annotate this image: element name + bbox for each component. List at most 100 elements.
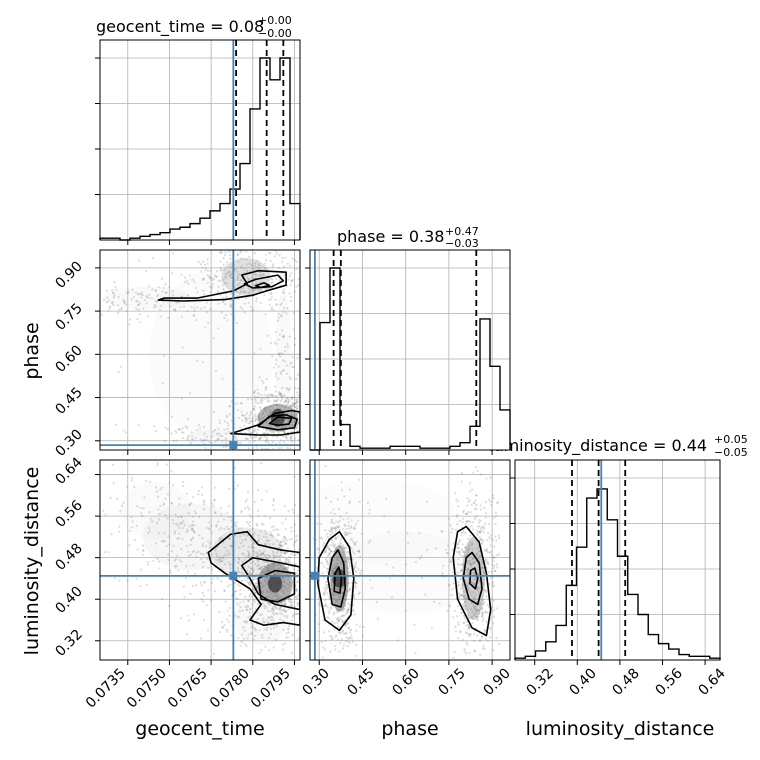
sample-point <box>265 406 268 409</box>
sample-point <box>112 303 115 306</box>
sample-point <box>287 509 290 513</box>
sample-point <box>142 507 145 510</box>
sample-point <box>267 594 271 597</box>
sample-point <box>283 589 286 592</box>
sample-point <box>467 588 470 591</box>
sample-point <box>293 553 296 557</box>
sample-point <box>468 542 472 545</box>
tick-label: 0.0795 <box>248 666 294 712</box>
sample-point <box>169 571 172 574</box>
sample-point <box>126 291 129 294</box>
sample-point <box>325 570 329 573</box>
title-luminosity-distance-plus: +0.05 <box>714 433 748 446</box>
sample-point <box>195 306 199 309</box>
sample-point <box>239 535 242 538</box>
sample-point <box>336 557 339 560</box>
sample-point <box>490 576 493 580</box>
sample-point <box>355 643 358 646</box>
sample-point <box>334 622 337 625</box>
sample-point <box>282 567 286 571</box>
sample-point <box>460 548 463 551</box>
sample-point <box>229 266 232 269</box>
sample-point <box>282 334 285 337</box>
sample-point <box>350 634 353 637</box>
sample-point <box>275 403 279 406</box>
sample-point <box>247 554 250 558</box>
sample-point <box>271 265 275 268</box>
sample-point <box>492 566 495 570</box>
sample-point <box>291 615 294 618</box>
sample-point <box>348 571 351 574</box>
sample-point <box>155 521 159 525</box>
sample-point <box>225 628 228 631</box>
sample-point <box>270 431 273 434</box>
sample-point <box>282 359 285 362</box>
sample-point <box>322 544 325 547</box>
density-shade <box>336 531 475 615</box>
sample-point <box>330 528 334 531</box>
sample-point <box>367 541 370 544</box>
sample-point <box>263 576 267 579</box>
sample-point <box>268 516 272 519</box>
sample-point <box>330 527 333 530</box>
sample-point <box>273 626 276 630</box>
sample-point <box>279 564 282 567</box>
sample-point <box>353 542 356 545</box>
sample-point <box>466 497 469 500</box>
sample-point <box>257 514 260 517</box>
sample-point <box>228 606 231 610</box>
sample-point <box>495 554 499 557</box>
sample-point <box>327 612 331 615</box>
sample-point <box>463 600 467 604</box>
sample-point <box>343 604 346 608</box>
sample-point <box>230 276 233 279</box>
sample-point <box>280 551 283 554</box>
sample-point <box>219 269 222 272</box>
sample-point <box>239 588 242 592</box>
sample-point <box>197 493 200 496</box>
sample-point <box>452 616 455 619</box>
sample-point <box>245 556 248 559</box>
sample-point <box>245 412 249 415</box>
sample-point <box>345 581 349 584</box>
sample-point <box>226 427 229 431</box>
sample-point <box>102 509 105 513</box>
sample-point <box>474 605 477 608</box>
sample-point <box>174 567 177 570</box>
sample-point <box>213 499 216 502</box>
sample-point <box>476 615 479 618</box>
sample-point <box>278 541 282 544</box>
sample-point <box>297 573 300 576</box>
sample-point <box>175 439 178 442</box>
sample-point <box>202 542 205 545</box>
sample-point <box>252 570 255 573</box>
sample-point <box>471 548 474 551</box>
sample-point <box>259 301 262 305</box>
sample-point <box>495 637 498 640</box>
sample-point <box>285 539 288 542</box>
panel-background <box>515 460 720 660</box>
sample-point <box>343 546 346 550</box>
sample-point <box>283 431 286 434</box>
tick-label: 0.0750 <box>124 666 170 712</box>
sample-point <box>282 538 285 541</box>
sample-point <box>279 572 282 576</box>
sample-point <box>205 301 209 304</box>
sample-point <box>333 566 336 570</box>
sample-point <box>491 605 494 609</box>
sample-point <box>260 586 263 589</box>
sample-point <box>174 513 177 516</box>
sample-point <box>288 405 292 408</box>
sample-point <box>463 647 466 651</box>
sample-point <box>245 420 248 424</box>
sample-point <box>187 554 191 557</box>
sample-point <box>166 493 169 496</box>
sample-point <box>249 561 253 565</box>
sample-point <box>297 394 300 397</box>
sample-point <box>185 530 188 534</box>
sample-point <box>286 397 290 401</box>
sample-point <box>147 296 150 299</box>
sample-point <box>265 420 268 423</box>
sample-point <box>247 581 250 585</box>
sample-point <box>258 264 261 267</box>
